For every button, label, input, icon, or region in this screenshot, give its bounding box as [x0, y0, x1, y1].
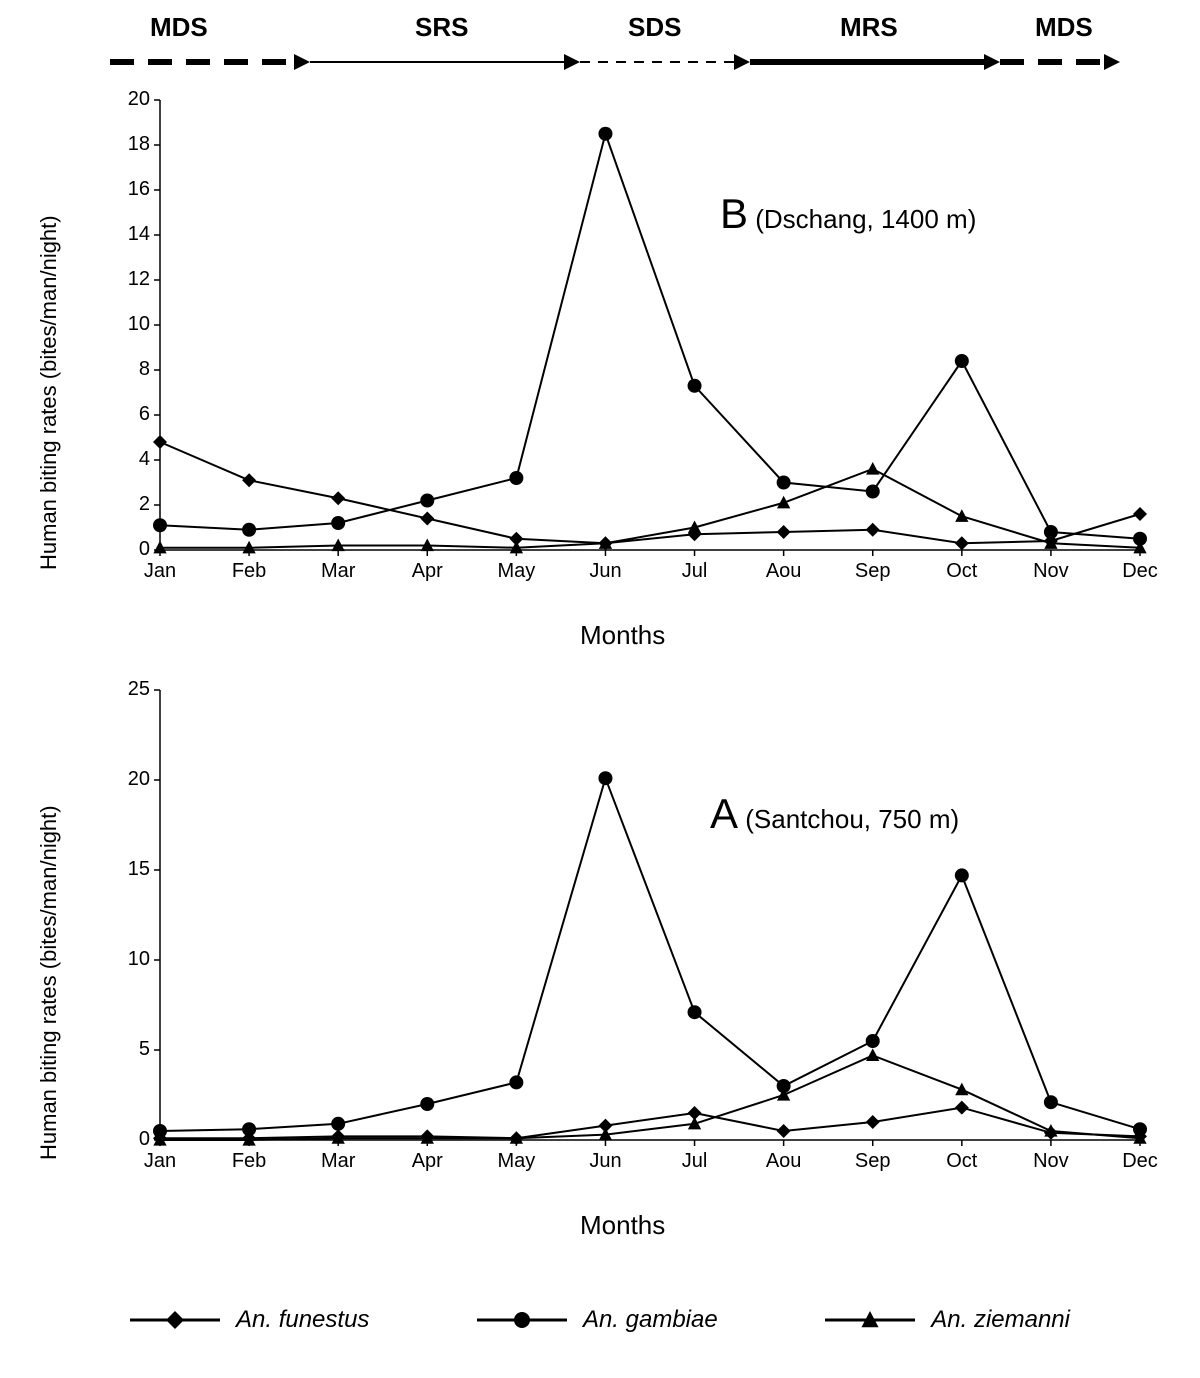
xtick-label: Nov	[1021, 1150, 1081, 1173]
xtick-label: Oct	[932, 560, 992, 583]
xtick-label: Dec	[1110, 560, 1170, 583]
season-bar: MDS SRS SDS MRS MDS	[110, 12, 1120, 82]
ytick-label: 12	[106, 268, 150, 291]
chart-a-svg	[100, 680, 1160, 1180]
legend-item-funestus: An. funestus	[130, 1306, 369, 1334]
legend-item-ziemanni: An. ziemanni	[825, 1306, 1070, 1334]
xtick-label: Sep	[843, 560, 903, 583]
chart-a-title-letter: A	[710, 790, 738, 837]
season-arrows	[110, 46, 1120, 86]
xtick-label: Jan	[130, 1150, 190, 1173]
legend-marker-gambiae	[477, 1308, 567, 1332]
chart-b-title-letter: B	[720, 190, 748, 237]
chart-b-svg	[100, 90, 1160, 590]
xtick-label: Jun	[575, 1150, 635, 1173]
ytick-label: 20	[106, 88, 150, 111]
ytick-label: 2	[106, 493, 150, 516]
xtick-label: Nov	[1021, 560, 1081, 583]
legend-label-gambiae: An. gambiae	[583, 1306, 718, 1334]
ytick-label: 4	[106, 448, 150, 471]
xtick-label: Mar	[308, 560, 368, 583]
season-label-mds1: MDS	[150, 12, 208, 43]
legend-label-ziemanni: An. ziemanni	[931, 1306, 1070, 1334]
xtick-label: Apr	[397, 560, 457, 583]
legend-item-gambiae: An. gambiae	[477, 1306, 718, 1334]
xtick-label: Aou	[754, 1150, 814, 1173]
xtick-label: Jul	[665, 1150, 725, 1173]
ytick-label: 10	[106, 948, 150, 971]
xtick-label: Aou	[754, 560, 814, 583]
figure-page: MDS SRS SDS MRS MDS Human biting rates (…	[0, 0, 1200, 1378]
chart-a-panel: Human biting rates (bites/man/night) A (…	[40, 680, 1160, 1240]
xtick-label: Apr	[397, 1150, 457, 1173]
xtick-label: Mar	[308, 1150, 368, 1173]
xtick-label: Jul	[665, 560, 725, 583]
xtick-label: Feb	[219, 1150, 279, 1173]
ytick-label: 10	[106, 313, 150, 336]
chart-a-title-caption: (Santchou, 750 m)	[745, 804, 959, 834]
ytick-label: 16	[106, 178, 150, 201]
chart-b-x-title: Months	[580, 620, 665, 651]
legend-marker-ziemanni	[825, 1308, 915, 1332]
legend: An. funestus An. gambiae An. ziemanni	[130, 1300, 1070, 1340]
chart-b-title-caption: (Dschang, 1400 m)	[755, 204, 976, 234]
chart-a-title: A (Santchou, 750 m)	[710, 790, 959, 838]
season-label-mds2: MDS	[1035, 12, 1093, 43]
season-label-srs: SRS	[415, 12, 468, 43]
ytick-label: 0	[106, 538, 150, 561]
legend-marker-funestus	[130, 1308, 220, 1332]
season-label-mrs: MRS	[840, 12, 898, 43]
chart-a-y-title: Human biting rates (bites/man/night)	[36, 805, 62, 1160]
chart-a-x-title: Months	[580, 1210, 665, 1241]
xtick-label: Dec	[1110, 1150, 1170, 1173]
ytick-label: 6	[106, 403, 150, 426]
xtick-label: Sep	[843, 1150, 903, 1173]
xtick-label: May	[486, 560, 546, 583]
chart-b-title: B (Dschang, 1400 m)	[720, 190, 976, 238]
ytick-label: 8	[106, 358, 150, 381]
ytick-label: 20	[106, 768, 150, 791]
legend-label-funestus: An. funestus	[236, 1306, 369, 1334]
xtick-label: Feb	[219, 560, 279, 583]
ytick-label: 25	[106, 678, 150, 701]
xtick-label: Jun	[575, 560, 635, 583]
chart-b-panel: Human biting rates (bites/man/night) B (…	[40, 90, 1160, 650]
ytick-label: 18	[106, 133, 150, 156]
season-label-sds: SDS	[628, 12, 681, 43]
ytick-label: 5	[106, 1038, 150, 1061]
ytick-label: 0	[106, 1128, 150, 1151]
xtick-label: May	[486, 1150, 546, 1173]
chart-b-y-title: Human biting rates (bites/man/night)	[36, 215, 62, 570]
xtick-label: Jan	[130, 560, 190, 583]
xtick-label: Oct	[932, 1150, 992, 1173]
ytick-label: 15	[106, 858, 150, 881]
ytick-label: 14	[106, 223, 150, 246]
